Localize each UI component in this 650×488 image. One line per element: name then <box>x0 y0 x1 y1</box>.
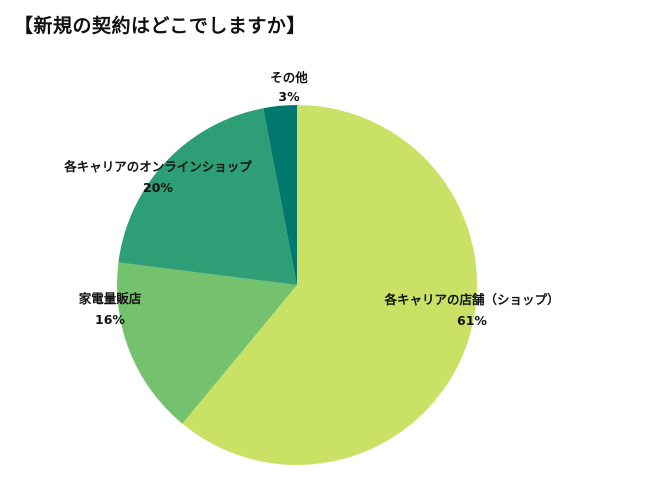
slice-value-label-2: 20% <box>143 180 173 195</box>
slice-value-label-3: 3% <box>278 89 300 104</box>
slice-name-label-0: 各キャリアの店舗（ショップ） <box>383 292 559 307</box>
pie-slice-1 <box>117 262 298 424</box>
pie-slices <box>117 105 477 465</box>
chart-title: 【新規の契約はどこでしますか】 <box>14 15 306 37</box>
pie-slice-3 <box>263 105 297 285</box>
slice-value-label-0: 61% <box>457 313 487 328</box>
slice-value-label-1: 16% <box>95 312 125 327</box>
slice-name-label-2: 各キャリアのオンラインショップ <box>63 159 252 174</box>
pie-slice-0 <box>182 105 477 465</box>
pie-slice-2 <box>118 108 297 285</box>
slice-name-label-1: 家電量販店 <box>79 291 142 306</box>
slice-name-label-3: その他 <box>270 70 308 85</box>
pie-labels: 各キャリアの店舗（ショップ） 61% 家電量販店 16% 各キャリアのオンラインショップ… <box>63 70 559 328</box>
